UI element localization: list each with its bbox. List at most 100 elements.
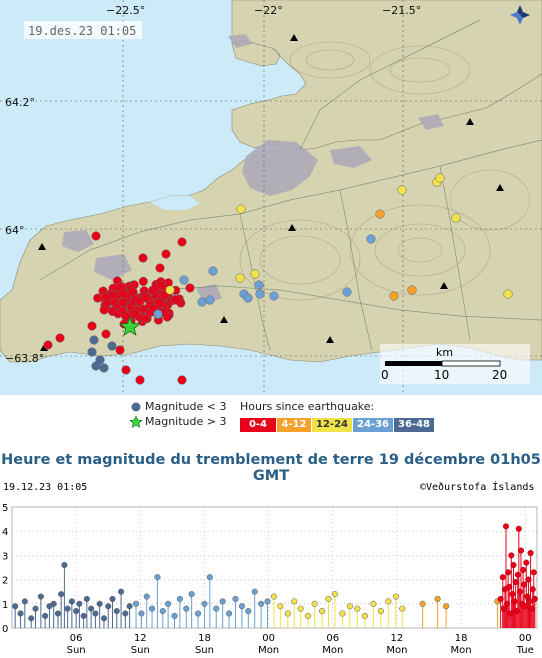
- earthquake-dot: [43, 340, 53, 350]
- x-tick-hour-label: 12: [391, 633, 404, 644]
- quake-point: [377, 608, 384, 615]
- x-tick-day-label: Tue: [516, 645, 534, 656]
- x-tick-day-label: Sun: [67, 645, 86, 656]
- x-tick-day-label: Mon: [322, 645, 343, 656]
- quake-point: [305, 612, 312, 619]
- quake-point: [277, 603, 284, 610]
- quake-point: [68, 598, 75, 605]
- quake-point: [28, 615, 35, 622]
- quake-point: [515, 525, 522, 532]
- y-tick-label: 3: [2, 551, 8, 562]
- quake-point: [331, 591, 338, 598]
- large-quake-star-icon: [119, 315, 141, 336]
- quake-point: [502, 523, 510, 530]
- quake-point: [291, 598, 298, 605]
- quake-point: [219, 598, 226, 605]
- quake-point: [506, 583, 513, 590]
- quake-point: [516, 588, 523, 595]
- quake-point: [507, 610, 514, 617]
- quake-point: [213, 605, 220, 612]
- quake-point: [530, 569, 537, 576]
- quake-point: [109, 595, 116, 603]
- x-tick-day-label: Sun: [131, 645, 150, 656]
- quake-point: [21, 598, 28, 605]
- earthquake-dot: [185, 283, 195, 293]
- scale-bar: km 0 10 20: [380, 344, 530, 384]
- quake-point: [509, 591, 516, 598]
- quake-point: [118, 588, 125, 595]
- quake-point: [76, 600, 83, 607]
- earthquake-dot: [115, 345, 125, 355]
- legend-hours-title: Hours since earthquake:: [240, 400, 375, 413]
- earthquake-dot: [171, 295, 181, 305]
- quake-point: [499, 574, 506, 581]
- earthquake-dot: [87, 321, 97, 331]
- earthquake-dot: [101, 329, 111, 339]
- quake-point: [159, 608, 166, 615]
- quake-point: [245, 608, 252, 615]
- quake-point: [238, 603, 245, 610]
- quake-point: [183, 605, 190, 612]
- quake-point: [529, 586, 536, 593]
- quake-point: [443, 603, 450, 610]
- quake-point: [50, 600, 57, 607]
- quake-point: [270, 593, 278, 600]
- earthquake-dot: [366, 234, 376, 244]
- chart-stems: [14, 526, 536, 628]
- earthquake-dot: [397, 185, 407, 195]
- quake-point: [149, 605, 156, 612]
- quake-point: [61, 562, 68, 569]
- quake-point: [92, 610, 99, 617]
- y-tick-label: 1: [2, 600, 8, 611]
- quake-point: [523, 559, 530, 566]
- quake-point: [17, 610, 24, 617]
- earthquake-dot: [91, 231, 101, 241]
- magnitude-time-chart: 01234506Sun12Sun18Sun00Mon06Mon12Mon18Mo…: [2, 503, 538, 656]
- quake-point: [42, 612, 49, 619]
- x-tick-hour-label: 18: [455, 633, 468, 644]
- earthquake-dot: [342, 287, 352, 297]
- quake-point: [88, 605, 95, 612]
- quake-point: [505, 569, 512, 576]
- earthquake-dot: [161, 249, 171, 259]
- earthquake-dot: [205, 295, 215, 305]
- quake-point: [80, 612, 87, 619]
- quake-point: [497, 595, 504, 603]
- earthquake-dot: [375, 209, 385, 219]
- compass-rose-icon: [510, 5, 530, 25]
- y-tick-label: 0: [2, 624, 8, 635]
- quake-point: [504, 600, 511, 607]
- earthquake-dot: [118, 288, 128, 298]
- quake-point: [64, 605, 71, 612]
- quake-point: [419, 600, 426, 607]
- lon-label: −22°: [254, 4, 283, 17]
- quake-point: [201, 600, 208, 607]
- quake-point: [370, 600, 377, 607]
- earthquake-dot: [165, 285, 175, 295]
- earthquake-dot: [197, 297, 207, 307]
- magnitude-large-icon: [129, 415, 143, 428]
- quake-point: [319, 608, 326, 615]
- legend-hours-class: 12-24: [312, 418, 352, 432]
- earthquake-dot: [140, 314, 151, 324]
- quake-point: [226, 610, 233, 617]
- lat-label: −63.8°: [5, 352, 44, 365]
- lat-label: 64.2°: [5, 96, 35, 109]
- volcano-icon: [440, 282, 448, 289]
- volcano-icon: [466, 118, 474, 125]
- lava-fields: [62, 34, 444, 304]
- earthquake-dot: [55, 333, 65, 343]
- quake-point: [525, 576, 532, 583]
- earthquake-dot: [93, 293, 103, 303]
- lon-label: −22.5°: [106, 4, 145, 17]
- bay-hafnarfjordur: [150, 196, 200, 210]
- magnitude-small-icon: [131, 402, 141, 412]
- quake-point: [517, 547, 525, 554]
- chart-points: [12, 523, 538, 622]
- quake-point: [297, 605, 304, 612]
- quake-point: [311, 600, 318, 607]
- earthquake-dot: [128, 287, 138, 297]
- volcano-icon: [326, 336, 334, 343]
- quake-point: [96, 600, 103, 607]
- earthquake-dot: [208, 266, 218, 276]
